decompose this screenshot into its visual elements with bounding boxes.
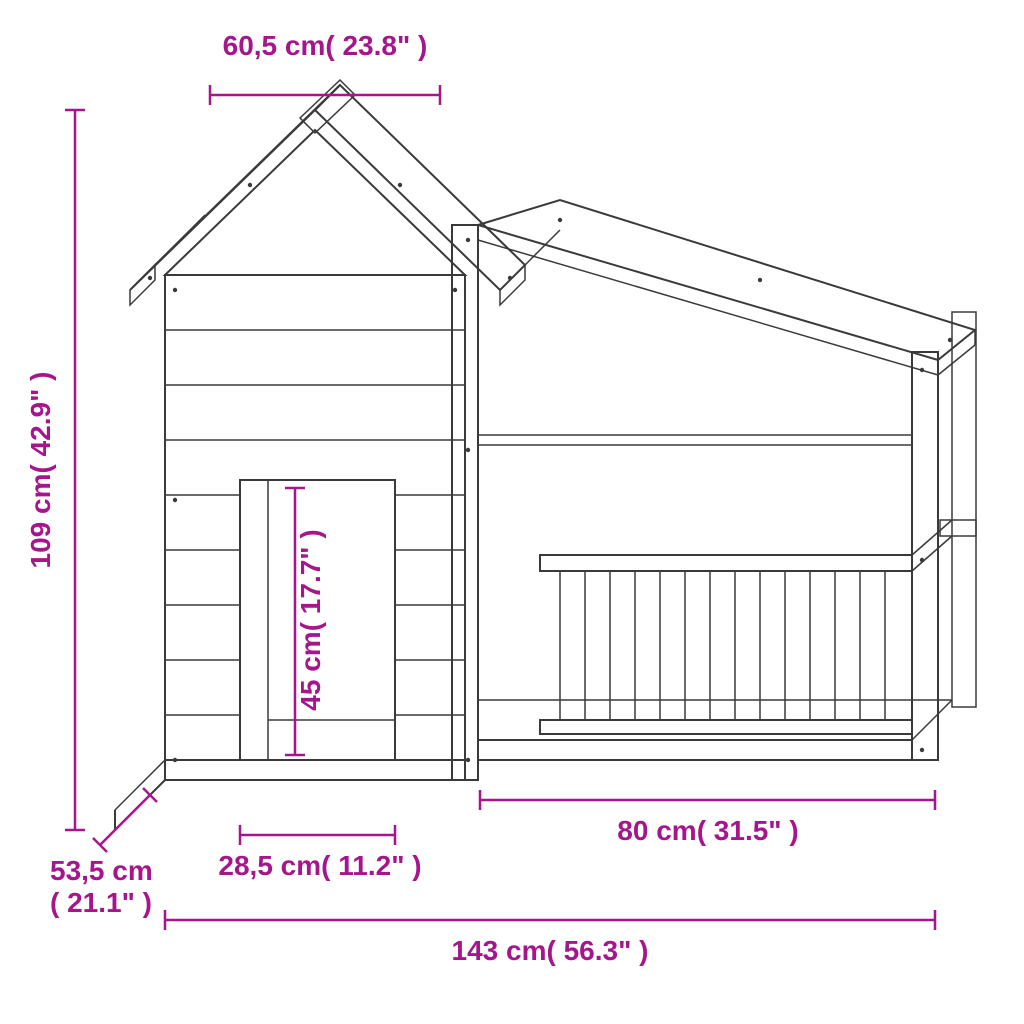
dim-total-width: 143 cm( 56.3" ): [165, 910, 935, 966]
porch-roof: [478, 200, 975, 360]
dim-door-width-cm: 28,5 cm: [218, 850, 321, 881]
porch-floor: [478, 740, 912, 760]
dim-total-height: 109 cm( 42.9" ): [25, 110, 85, 830]
dim-roof-width-in: ( 23.8" ): [325, 30, 427, 61]
porch-railing: [540, 520, 976, 734]
post-right: [912, 352, 938, 760]
dim-depth-cm: 53,5 cm: [50, 855, 153, 886]
dim-total-height-in: ( 42.9" ): [25, 372, 56, 474]
dim-porch-width-cm: 80 cm: [617, 815, 696, 846]
svg-text:80 cm( 31.5" ): 80 cm( 31.5" ): [617, 815, 798, 846]
dim-total-width-cm: 143 cm: [452, 935, 547, 966]
dim-total-height-cm: 109 cm: [25, 474, 56, 569]
dim-roof-width: 60,5 cm( 23.8" ): [210, 30, 440, 105]
svg-text:53,5 cm ( 21.1" ): 53,5 cm ( 21.1" ): [50, 855, 161, 918]
svg-text:143 cm( 56.3" ): 143 cm( 56.3" ): [452, 935, 649, 966]
svg-text:109 cm( 42.9" ): 109 cm( 42.9" ): [25, 372, 56, 569]
dim-door-width: 28,5 cm( 11.2" ): [218, 825, 421, 881]
dim-roof-width-cm: 60,5 cm: [223, 30, 326, 61]
dim-door-height-in: ( 17.7" ): [295, 529, 326, 631]
svg-text:28,5 cm( 11.2" ): 28,5 cm( 11.2" ): [218, 850, 421, 881]
dim-porch-width: 80 cm( 31.5" ): [480, 790, 935, 846]
svg-text:45 cm( 17.7" ): 45 cm( 17.7" ): [295, 529, 326, 710]
dim-porch-width-in: ( 31.5" ): [697, 815, 799, 846]
house-drawing: [115, 80, 976, 830]
dimension-diagram: 60,5 cm( 23.8" ) 109 cm( 42.9" ) 53,5 cm…: [0, 0, 1024, 1024]
dim-total-width-in: ( 56.3" ): [546, 935, 648, 966]
dim-door-height-cm: 45 cm: [295, 631, 326, 710]
dim-depth: 53,5 cm ( 21.1" ): [50, 788, 161, 918]
dim-depth-in: ( 21.1" ): [50, 887, 152, 918]
roof-right: [315, 85, 525, 290]
svg-text:60,5 cm( 23.8" ): 60,5 cm( 23.8" ): [223, 30, 428, 61]
dim-door-width-in: ( 11.2" ): [321, 850, 421, 881]
gable: [165, 130, 465, 275]
